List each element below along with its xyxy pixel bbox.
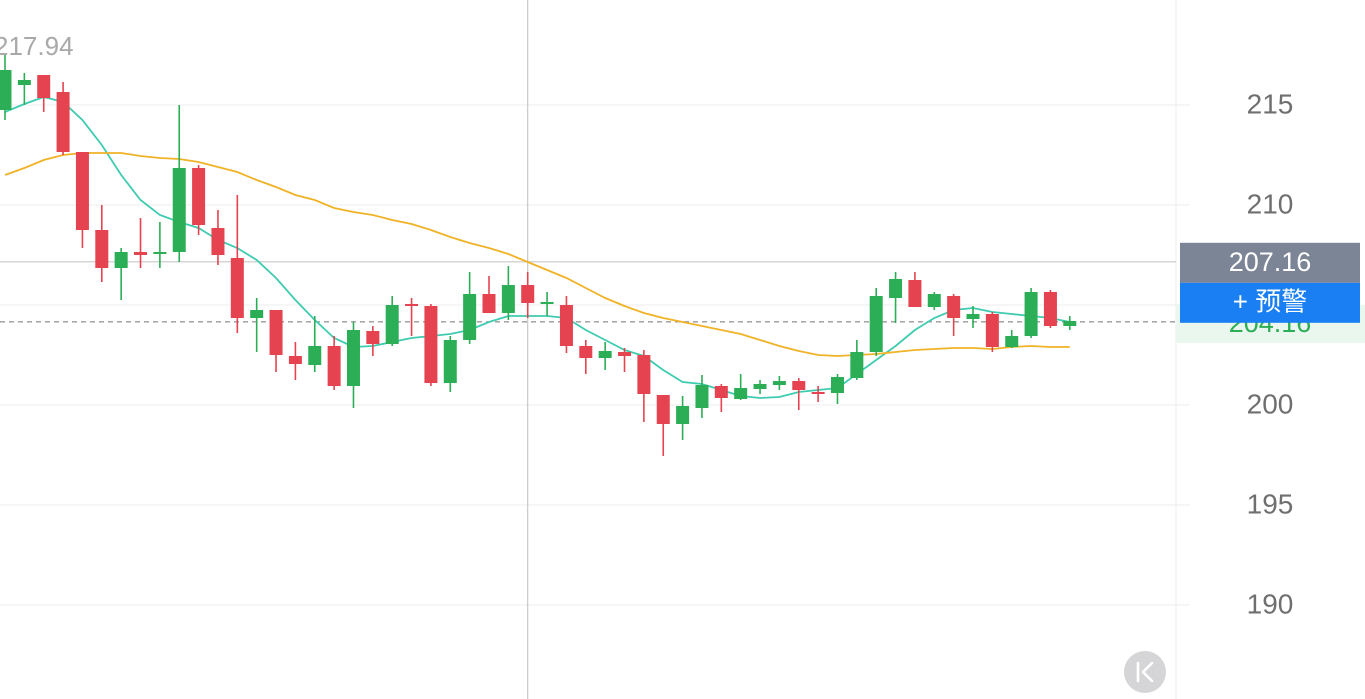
- candle-body: [482, 294, 496, 313]
- candle-body: [1024, 292, 1038, 336]
- candle-body: [114, 252, 128, 268]
- candle-body: [153, 252, 167, 254]
- y-tick-label: 210: [1247, 188, 1294, 219]
- candle-body: [811, 392, 825, 394]
- candle-body: [269, 310, 283, 355]
- candle-body: [908, 280, 922, 307]
- candle-body: [1005, 336, 1019, 347]
- candle-body: [75, 152, 89, 230]
- y-tick-label: 190: [1247, 588, 1294, 619]
- candle-body: [618, 352, 632, 356]
- crosshair-price-bg: [1180, 242, 1360, 283]
- y-tick-label: 215: [1247, 88, 1294, 119]
- candle-body: [850, 352, 864, 378]
- max-high-label: 217.94: [0, 31, 74, 61]
- candle-body: [830, 377, 844, 393]
- candle-body: [172, 168, 186, 252]
- candle-body: [1043, 292, 1057, 326]
- candle-body: [1063, 321, 1077, 326]
- candle-body: [869, 296, 883, 352]
- candle-body: [192, 168, 206, 225]
- candle-body: [327, 346, 341, 386]
- candle-body: [753, 384, 767, 389]
- candle-body: [579, 346, 593, 358]
- candle-body: [598, 351, 612, 358]
- candle-body: [405, 304, 419, 306]
- candle-body: [211, 228, 225, 255]
- candle-body: [288, 356, 302, 364]
- candle-body: [540, 302, 554, 304]
- candle-body: [695, 385, 709, 408]
- candle-body: [17, 80, 31, 85]
- candle-body: [0, 70, 12, 110]
- candle-body: [792, 381, 806, 390]
- alert-button-label[interactable]: + 预警: [1233, 287, 1307, 317]
- candle-body: [385, 305, 399, 344]
- alert-button[interactable]: [1180, 282, 1360, 323]
- candle-body: [676, 406, 690, 424]
- candle-body: [521, 285, 535, 303]
- candle-body: [230, 258, 244, 318]
- candle-body: [134, 252, 148, 255]
- candle-body: [95, 230, 109, 268]
- candle-body: [947, 296, 961, 318]
- candle-body: [37, 75, 51, 98]
- candle-body: [308, 346, 322, 365]
- candle-body: [250, 310, 264, 318]
- candle-body: [772, 381, 786, 385]
- scroll-latest-button[interactable]: [1124, 651, 1166, 693]
- scroll-latest-circle[interactable]: [1124, 651, 1166, 693]
- crosshair-price-label: 207.16: [1229, 247, 1312, 277]
- candle-body: [927, 294, 941, 307]
- candle-body: [734, 388, 748, 399]
- y-tick-label: 195: [1247, 488, 1294, 519]
- candle-body: [443, 340, 457, 383]
- candle-body: [656, 395, 670, 424]
- candle-body: [559, 305, 573, 346]
- candle-body: [714, 386, 728, 398]
- scroll-latest-icon[interactable]: [1136, 661, 1154, 683]
- moving-average-line: [4, 152, 1070, 357]
- candle-body: [985, 314, 999, 347]
- candle-body: [366, 331, 380, 344]
- candle-body: [637, 355, 651, 394]
- y-tick-label: 200: [1247, 388, 1294, 419]
- candle-body: [346, 330, 360, 386]
- candle-body: [463, 294, 477, 340]
- candle-body: [966, 314, 980, 319]
- candle-body: [56, 92, 70, 152]
- candle-body: [424, 306, 438, 383]
- candle-body: [501, 285, 515, 313]
- candle-body: [889, 279, 903, 298]
